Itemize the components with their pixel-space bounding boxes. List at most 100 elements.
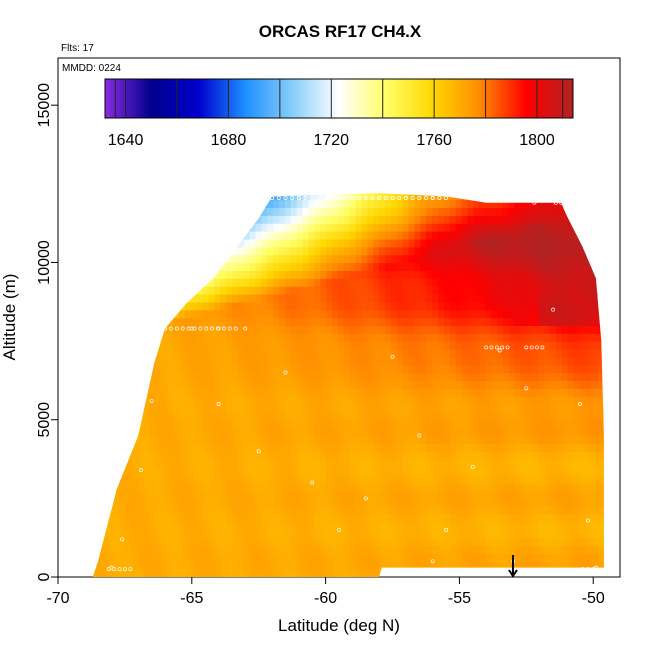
heatmap-cell xyxy=(526,380,533,389)
heatmap-cell xyxy=(544,435,551,444)
heatmap-cell xyxy=(361,529,368,539)
heatmap-cell xyxy=(126,396,133,405)
heatmap-cell xyxy=(496,435,504,444)
heatmap-cell xyxy=(561,466,569,476)
heatmap-cell xyxy=(538,459,545,468)
heatmap-cell xyxy=(426,293,433,303)
heatmap-cell xyxy=(143,293,151,303)
heatmap-cell xyxy=(349,569,357,578)
heatmap-cell xyxy=(532,356,539,366)
heatmap-cell xyxy=(609,278,616,287)
heatmap-cell xyxy=(273,309,280,319)
heatmap-cell xyxy=(249,270,257,279)
heatmap-cell xyxy=(332,435,339,444)
heatmap-cell xyxy=(332,184,339,193)
heatmap-cell xyxy=(579,184,586,193)
heatmap-cell xyxy=(579,317,586,326)
heatmap-cell xyxy=(179,514,186,523)
heatmap-cell xyxy=(108,278,115,287)
heatmap-cell xyxy=(455,498,463,507)
heatmap-cell xyxy=(402,349,410,358)
heatmap-cell xyxy=(308,309,315,319)
heatmap-cell xyxy=(232,427,239,437)
heatmap-cell xyxy=(190,207,198,216)
heatmap-cell xyxy=(337,459,345,468)
heatmap-cell xyxy=(161,309,168,319)
heatmap-cell xyxy=(532,529,539,539)
heatmap-cell xyxy=(102,286,109,295)
heatmap-cell xyxy=(432,356,439,366)
heatmap-cell xyxy=(279,388,286,397)
heatmap-cell xyxy=(184,404,192,413)
heatmap-cell xyxy=(367,553,374,562)
heatmap-cell xyxy=(408,561,416,570)
heatmap-cell xyxy=(226,193,233,201)
heatmap-cell xyxy=(379,380,386,389)
heatmap-cell xyxy=(426,459,433,468)
heatmap-cell xyxy=(273,514,280,523)
heatmap-cell xyxy=(273,293,280,303)
heatmap-cell xyxy=(190,529,198,539)
heatmap-cell xyxy=(414,427,421,437)
heatmap-cell xyxy=(538,238,545,248)
heatmap-cell xyxy=(461,427,469,437)
heatmap-cell xyxy=(279,490,286,499)
heatmap-cell xyxy=(373,411,380,421)
heatmap-cell xyxy=(449,301,457,311)
heatmap-cell xyxy=(202,380,209,389)
heatmap-cell xyxy=(496,466,504,476)
heatmap-cell xyxy=(355,364,363,374)
heatmap-cell xyxy=(226,184,233,193)
heatmap-cell xyxy=(326,193,333,201)
heatmap-cell xyxy=(202,474,209,484)
heatmap-cell xyxy=(184,193,192,201)
heatmap-cell xyxy=(379,270,386,279)
heatmap-cell xyxy=(114,490,121,499)
heatmap-cell xyxy=(179,184,186,193)
heatmap-cell xyxy=(438,466,445,476)
heatmap-cell xyxy=(591,529,598,539)
heatmap-cell xyxy=(373,380,380,389)
heatmap-cell xyxy=(308,561,315,570)
heatmap-cell xyxy=(320,443,327,452)
heatmap-cell xyxy=(102,404,109,413)
heatmap-cell xyxy=(367,396,374,405)
heatmap-cell xyxy=(173,246,180,256)
heatmap-cell xyxy=(443,254,451,264)
heatmap-cell xyxy=(314,388,321,397)
heatmap-cell xyxy=(373,553,380,562)
heatmap-cell xyxy=(396,223,404,232)
heatmap-cell xyxy=(402,396,410,405)
heatmap-cell xyxy=(443,498,451,507)
heatmap-cell xyxy=(349,411,357,421)
heatmap-cell xyxy=(108,490,115,499)
heatmap-cell xyxy=(220,466,227,476)
heatmap-cell xyxy=(432,466,439,476)
heatmap-cell xyxy=(514,522,522,531)
heatmap-cell xyxy=(249,317,257,326)
heatmap-cell xyxy=(514,427,522,437)
heatmap-cell xyxy=(549,293,557,303)
heatmap-cell xyxy=(92,553,98,562)
heatmap-cell xyxy=(273,419,280,429)
heatmap-cell xyxy=(279,309,286,319)
heatmap-cell xyxy=(261,459,268,468)
heatmap-cell xyxy=(208,545,215,554)
heatmap-cell xyxy=(302,341,310,350)
heatmap-cell xyxy=(432,193,439,201)
heatmap-cell xyxy=(279,333,286,342)
heatmap-cell xyxy=(602,388,604,397)
heatmap-cell xyxy=(373,466,380,476)
heatmap-cell xyxy=(232,553,239,562)
heatmap-cell xyxy=(538,506,545,515)
heatmap-cell xyxy=(485,482,492,492)
heatmap-cell xyxy=(96,435,103,444)
heatmap-cell xyxy=(467,466,474,476)
heatmap-cell xyxy=(273,278,280,287)
heatmap-cell xyxy=(85,184,92,193)
heatmap-cell xyxy=(126,317,133,326)
heatmap-cell xyxy=(279,293,286,303)
heatmap-cell xyxy=(332,474,339,484)
heatmap-cell xyxy=(602,522,604,531)
heatmap-cell xyxy=(449,262,457,271)
